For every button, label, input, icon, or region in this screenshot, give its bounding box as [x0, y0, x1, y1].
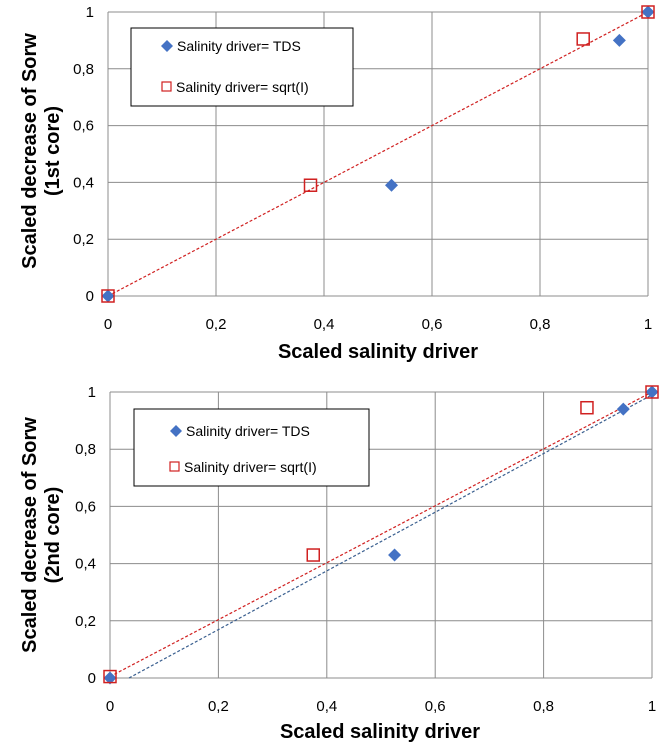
data-point-tds — [103, 671, 117, 685]
x-tick-label: 0,8 — [533, 698, 554, 715]
x-tick-label: 0 — [106, 698, 114, 715]
chart-2-legend-entry-sqrt: Salinity driver= sqrt(I) — [184, 459, 317, 475]
data-point-tds — [388, 548, 402, 562]
chart-1-y-axis-title-line2: (1st core) — [42, 106, 64, 196]
data-point-sqrt — [576, 32, 590, 46]
x-tick-label: 0 — [104, 316, 112, 333]
chart-1-y-tick-labels: 0 0,2 0,4 0,6 0,8 1 — [73, 4, 94, 305]
y-tick-label: 1 — [86, 4, 94, 21]
data-point-tds — [385, 178, 398, 192]
legend-square-marker-icon — [161, 81, 172, 92]
y-tick-label: 0 — [88, 670, 96, 687]
y-tick-label: 0,2 — [73, 231, 94, 248]
data-point-tds — [101, 289, 115, 303]
x-tick-label: 0,6 — [425, 698, 446, 715]
chart-1-trendlines — [107, 11, 649, 297]
y-tick-label: 0 — [86, 288, 94, 305]
x-tick-label: 0,4 — [316, 698, 337, 715]
legend-diamond-marker-icon — [161, 40, 173, 52]
y-tick-label: 0,2 — [75, 613, 96, 630]
y-tick-label: 0,4 — [75, 556, 96, 573]
data-point-sqrt — [641, 5, 655, 19]
chart-1-x-axis-title: Scaled salinity driver — [278, 341, 478, 363]
data-point-sqrt — [103, 669, 117, 684]
chart-1-legend: Salinity driver= TDS Salinity driver= sq… — [130, 27, 354, 107]
data-point-tds — [645, 385, 659, 399]
data-point-sqrt — [580, 400, 594, 415]
data-point-tds — [641, 5, 655, 19]
chart-1st-core: 0 0,2 0,4 0,6 0,8 1 0 0,2 0,4 0,6 0,8 1 Scaled sal… — [19, 4, 655, 363]
y-tick-label: 1 — [88, 384, 96, 401]
y-tick-label: 0,4 — [73, 174, 94, 191]
trendline — [109, 391, 653, 678]
chart-2-x-axis-title: Scaled salinity driver — [280, 721, 480, 743]
trendline — [128, 394, 653, 679]
chart-2-x-tick-labels: 0 0,2 0,4 0,6 0,8 1 — [106, 698, 656, 715]
chart-2-y-axis-title-line1: Scaled decrease of Sorw — [19, 417, 41, 653]
y-tick-label: 0,8 — [75, 441, 96, 458]
chart-2-y-axis-title-line2: (2nd core) — [42, 487, 64, 584]
legend-diamond-marker-icon — [170, 425, 182, 437]
legend-square-marker-icon — [169, 461, 180, 472]
x-tick-label: 1 — [648, 698, 656, 715]
chart-1-legend-entry-tds: Salinity driver= TDS — [177, 38, 301, 54]
data-point-tds — [612, 33, 626, 47]
x-tick-label: 0,4 — [314, 316, 335, 333]
trendline — [107, 11, 649, 297]
data-point-sqrt — [303, 178, 318, 192]
data-point-sqrt — [306, 548, 320, 562]
data-point-sqrt — [645, 385, 659, 399]
y-tick-label: 0,6 — [73, 118, 94, 135]
x-tick-label: 0,8 — [530, 316, 551, 333]
data-point-tds — [616, 402, 630, 416]
chart-2-legend: Salinity driver= TDS Salinity driver= sq… — [133, 408, 370, 487]
chart-1-legend-entry-sqrt: Salinity driver= sqrt(I) — [176, 79, 309, 95]
chart-2-legend-box — [133, 408, 370, 487]
chart-2-y-tick-labels: 0 0,2 0,4 0,6 0,8 1 — [75, 384, 96, 687]
chart-2-legend-entry-tds: Salinity driver= TDS — [186, 423, 310, 439]
chart-1-x-tick-labels: 0 0,2 0,4 0,6 0,8 1 — [104, 316, 652, 333]
y-tick-label: 0,8 — [73, 61, 94, 78]
chart-2-points — [103, 385, 659, 685]
x-tick-label: 1 — [644, 316, 652, 333]
y-tick-label: 0,6 — [75, 498, 96, 515]
x-tick-label: 0,2 — [206, 316, 227, 333]
data-point-sqrt — [101, 289, 115, 303]
chart-2nd-core: 0 0,2 0,4 0,6 0,8 1 0 0,2 0,4 0,6 0,8 1 Scaled sal… — [19, 384, 659, 743]
x-tick-label: 0,6 — [422, 316, 443, 333]
chart-2-grid — [109, 391, 653, 679]
chart-1-points — [101, 5, 655, 303]
chart-1-y-axis-title-line1: Scaled decrease of Sorw — [19, 33, 41, 269]
x-tick-label: 0,2 — [208, 698, 229, 715]
chart-2-trendlines — [109, 391, 653, 679]
